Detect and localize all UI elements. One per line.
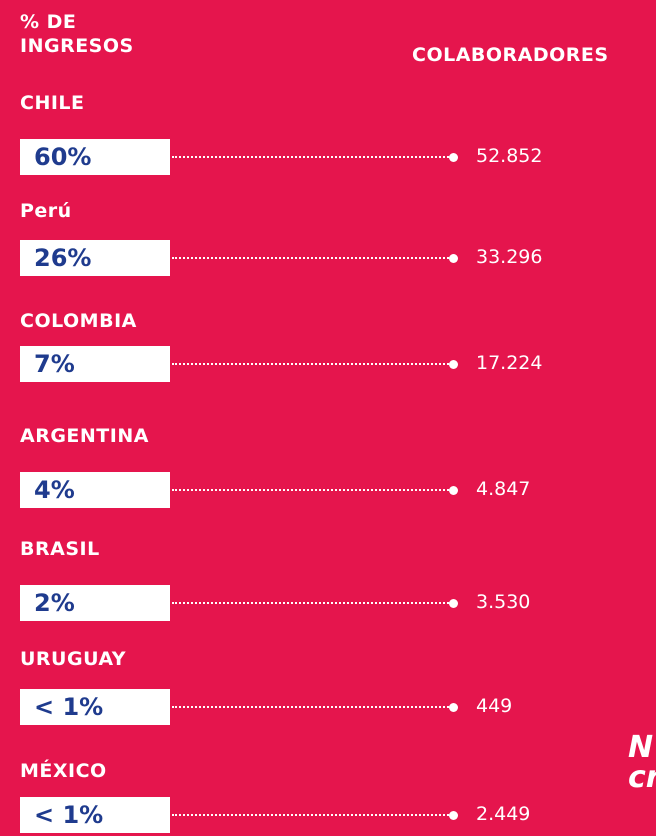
cut-text: N (628, 730, 654, 765)
employee-count: 449 (476, 695, 513, 717)
share-box: 7% (20, 346, 170, 382)
header-left: % DE INGRESOS (20, 11, 134, 57)
country-label: Perú (20, 200, 72, 222)
employee-count: 2.449 (476, 803, 531, 825)
country-label: CHILE (20, 92, 85, 114)
share-box: < 1% (20, 689, 170, 725)
employee-count: 3.530 (476, 591, 531, 613)
leader-line (172, 156, 452, 158)
leader-dot (449, 153, 458, 162)
employee-count: 52.852 (476, 145, 543, 167)
share-box: < 1% (20, 797, 170, 833)
country-label: BRASIL (20, 538, 100, 560)
employee-count: 4.847 (476, 478, 531, 500)
share-box: 26% (20, 240, 170, 276)
employee-count: 17.224 (476, 352, 543, 374)
leader-line (172, 257, 452, 259)
cut-text: cr (628, 760, 656, 795)
country-label: COLOMBIA (20, 310, 137, 332)
share-box: 2% (20, 585, 170, 621)
leader-dot (449, 254, 458, 263)
leader-dot (449, 486, 458, 495)
share-box: 60% (20, 139, 170, 175)
share-box: 4% (20, 472, 170, 508)
leader-line (172, 706, 452, 708)
country-label: URUGUAY (20, 648, 127, 670)
leader-dot (449, 811, 458, 820)
leader-line (172, 814, 452, 816)
country-label: ARGENTINA (20, 425, 149, 447)
leader-line (172, 602, 452, 604)
leader-dot (449, 703, 458, 712)
header-right: COLABORADORES (412, 44, 609, 66)
leader-line (172, 489, 452, 491)
employee-count: 33.296 (476, 246, 543, 268)
country-label: MÉXICO (20, 760, 107, 782)
leader-line (172, 363, 452, 365)
leader-dot (449, 360, 458, 369)
leader-dot (449, 599, 458, 608)
